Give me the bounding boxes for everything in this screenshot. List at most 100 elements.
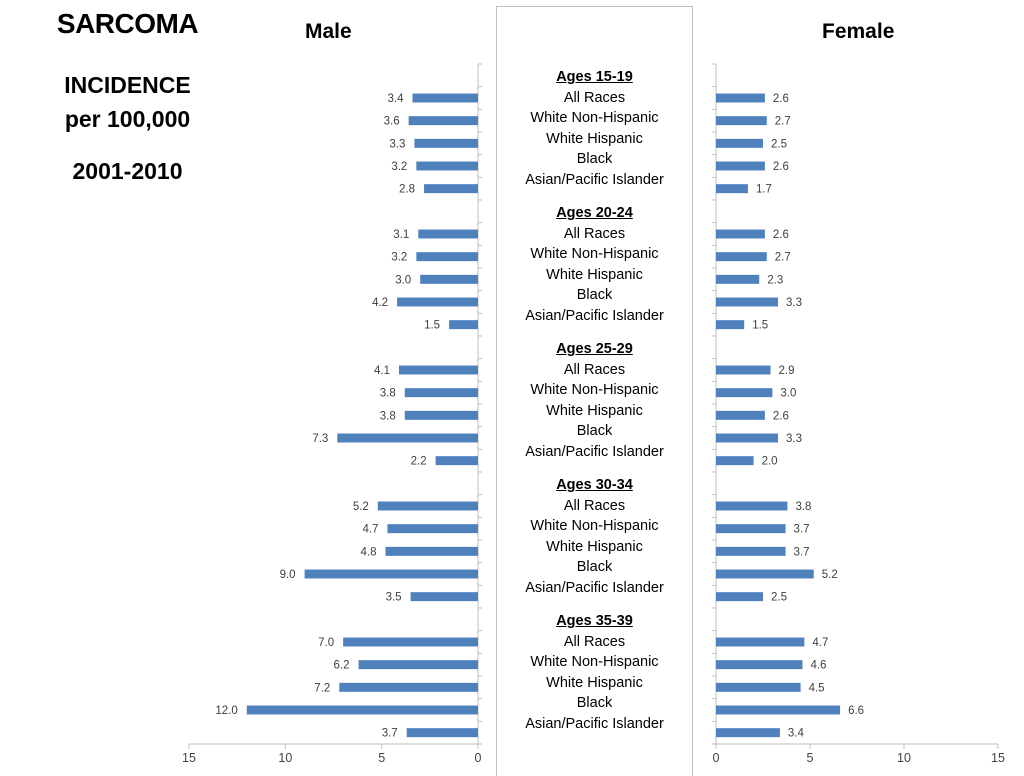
male-bar [418, 229, 478, 239]
male-bar-value-label: 6.2 [334, 660, 350, 672]
race-category-label: White Non-Hispanic [530, 110, 659, 126]
female-bar [716, 592, 763, 602]
race-category-label: White Non-Hispanic [530, 518, 659, 534]
female-bar [716, 524, 786, 534]
race-category-label: All Races [563, 497, 626, 514]
female-bar [716, 410, 765, 420]
age-group-labels: Ages 15-19 All Races White Non-Hispanic Whi… [496, 67, 693, 190]
race-category-label: White Hispanic [546, 266, 643, 283]
slide-title: SARCOMA [56, 8, 199, 39]
male-bar-value-label: 3.3 [389, 138, 405, 150]
male-x-tick-label: 10 [278, 751, 292, 765]
male-bar [385, 546, 478, 556]
race-category-label: Black [576, 559, 613, 575]
category-label-box [496, 6, 693, 776]
female-bar [716, 229, 765, 239]
male-bar-value-label: 7.0 [318, 637, 334, 649]
female-bar [716, 456, 754, 466]
subtitle-line-2: per 100,000 [64, 106, 191, 132]
female-bar [716, 161, 765, 171]
race-category-label: Asian/Pacific Islander [525, 307, 664, 324]
race-category-label: All Races [563, 361, 626, 378]
male-bar-value-label: 1.5 [424, 320, 440, 332]
female-bar-value-label: 2.7 [775, 116, 791, 128]
male-bar [339, 682, 478, 692]
female-bar-value-label: 3.4 [788, 728, 805, 740]
male-bar-value-label: 3.5 [386, 592, 402, 604]
male-bar-value-label: 4.8 [361, 546, 377, 558]
female-bar [716, 93, 765, 103]
slide-subtitle: INCIDENCE per 100,000 [40, 68, 215, 136]
female-bar-value-label: 1.5 [752, 320, 768, 332]
male-bar [408, 116, 478, 126]
male-bar [416, 252, 478, 262]
age-group-header: Ages 25-29 [556, 341, 633, 357]
female-bar-value-label: 2.6 [773, 410, 789, 422]
female-bar-value-label: 2.6 [773, 161, 789, 173]
male-bar [358, 660, 478, 670]
male-bar-value-label: 4.1 [374, 365, 390, 377]
male-bar-value-label: 3.2 [391, 252, 407, 264]
male-bar [387, 524, 478, 534]
age-group-labels: Ages 25-29 All Races White Non-Hispanic Whi… [496, 339, 693, 462]
age-group-header: Ages 15-19 [556, 69, 633, 85]
male-bar [404, 410, 478, 420]
female-bar-value-label: 4.5 [809, 682, 825, 694]
female-bar [716, 252, 767, 262]
female-bar-value-label: 6.6 [848, 705, 864, 717]
female-bar [716, 660, 803, 670]
age-group-labels: Ages 35-39 All Races White Non-Hispanic Whi… [496, 611, 693, 734]
male-x-tick-label: 5 [378, 751, 385, 765]
male-bar [412, 93, 478, 103]
female-bar-value-label: 5.2 [822, 569, 838, 581]
female-bar [716, 546, 786, 556]
male-bar [406, 728, 478, 738]
race-category-label: White Non-Hispanic [530, 654, 659, 670]
male-bar [399, 365, 478, 375]
male-bar-value-label: 7.2 [314, 682, 330, 694]
male-x-tick-label: 15 [182, 751, 196, 765]
female-bar [716, 320, 745, 330]
female-x-tick-label: 10 [897, 751, 911, 765]
female-bar [716, 116, 767, 126]
male-bar-value-label: 9.0 [280, 569, 296, 581]
male-bar [424, 184, 478, 194]
female-bar-value-label: 2.7 [775, 252, 791, 264]
female-bar-value-label: 2.9 [779, 365, 795, 377]
male-bar-value-label: 3.2 [391, 161, 407, 173]
male-bar [420, 274, 478, 284]
race-category-label: Black [576, 695, 613, 711]
male-bar [449, 320, 478, 330]
male-bar-value-label: 4.7 [362, 524, 378, 536]
race-category-label: Black [576, 423, 613, 439]
male-bar-value-label: 12.0 [215, 705, 237, 717]
race-category-label: Asian/Pacific Islander [525, 579, 664, 596]
age-group-header: Ages 20-24 [556, 205, 633, 221]
male-bar [246, 705, 478, 715]
male-bar [414, 138, 478, 148]
male-bar [337, 433, 478, 443]
race-category-label: White Non-Hispanic [530, 246, 659, 262]
race-category-label: Black [576, 287, 613, 303]
male-bar [343, 637, 478, 647]
female-bar [716, 433, 779, 443]
female-bar-value-label: 4.6 [810, 660, 826, 672]
female-panel-title: Female [822, 20, 895, 43]
male-bar-value-label: 3.8 [380, 410, 396, 422]
female-bar-value-label: 4.7 [812, 637, 828, 649]
male-bar [377, 501, 478, 511]
race-category-label: Black [576, 151, 613, 167]
male-bar-value-label: 3.1 [393, 229, 409, 241]
female-bar [716, 184, 748, 194]
female-x-tick-label: 5 [807, 751, 814, 765]
slide-period: 2001-2010 [72, 158, 183, 184]
male-bar [404, 388, 478, 398]
female-bar-value-label: 3.7 [794, 524, 810, 536]
female-x-tick-label: 15 [991, 751, 1005, 765]
race-category-label: White Hispanic [546, 402, 643, 419]
male-panel-title: Male [305, 20, 352, 43]
female-bar [716, 274, 760, 284]
female-bar [716, 388, 773, 398]
female-bar [716, 682, 801, 692]
race-category-label: White Non-Hispanic [530, 382, 659, 398]
